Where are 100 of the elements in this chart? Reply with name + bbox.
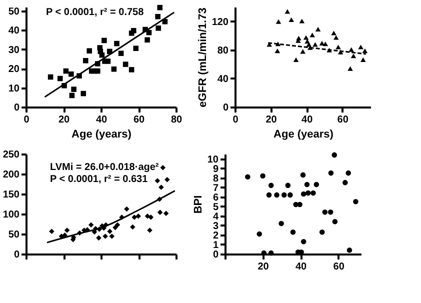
annotation: P < 0.0001, r² = 0.631 <box>50 174 148 185</box>
point <box>305 190 311 196</box>
point <box>288 17 294 22</box>
point <box>148 214 154 220</box>
point <box>114 40 120 46</box>
point <box>328 209 334 215</box>
point <box>164 176 170 182</box>
point <box>336 44 341 50</box>
point <box>333 35 339 40</box>
point <box>353 198 358 204</box>
x-tick-label: 40 <box>295 262 308 272</box>
point <box>245 174 250 180</box>
x-tick-label: 0 <box>24 114 30 126</box>
y-tick-label: 10 <box>207 154 219 166</box>
point <box>328 170 334 176</box>
point <box>297 202 302 208</box>
point <box>304 182 310 188</box>
point <box>284 9 290 14</box>
point <box>132 214 138 220</box>
point <box>136 213 141 219</box>
y-tick-label: 40 <box>8 26 20 37</box>
point <box>157 210 163 215</box>
point <box>155 14 160 20</box>
point <box>102 38 107 44</box>
y-tick-label: 5 <box>212 202 219 213</box>
point <box>274 192 280 198</box>
y-tick-label: 50 <box>8 230 20 240</box>
point <box>346 248 352 253</box>
y-tick-label: 0 <box>14 102 20 114</box>
point <box>128 67 134 72</box>
point <box>346 170 351 176</box>
line-series <box>46 190 176 244</box>
point <box>80 90 86 96</box>
y-tick-label: 8 <box>212 173 219 184</box>
x-tick-label: 20 <box>58 114 70 126</box>
point <box>290 229 296 235</box>
y-tick-label: 2 <box>212 230 219 242</box>
point <box>296 36 302 40</box>
y-tick-label: 50 <box>8 6 20 18</box>
point <box>276 19 282 24</box>
point <box>350 54 356 58</box>
point <box>293 57 299 62</box>
x-tick-label: 20 <box>266 114 278 126</box>
x-tick-label: 60 <box>133 114 145 126</box>
point <box>144 37 150 43</box>
point <box>268 182 274 188</box>
point <box>299 18 305 24</box>
point <box>332 152 338 158</box>
point <box>147 228 152 233</box>
y-tick-label: 4 <box>212 211 219 222</box>
y-tick-label: 0 <box>212 250 219 260</box>
x-tick-label: 60 <box>337 114 349 126</box>
point <box>163 210 169 216</box>
y-tick-label: 120 <box>212 16 229 28</box>
point <box>303 35 309 40</box>
point <box>300 49 306 54</box>
point <box>312 42 318 47</box>
point <box>285 182 291 188</box>
point <box>281 192 287 198</box>
point <box>274 48 280 54</box>
x-tick-label: 20 <box>258 262 270 272</box>
x-tick-label: 80 <box>170 114 182 126</box>
point <box>331 30 336 36</box>
y-tick-label: 9 <box>212 164 219 175</box>
point <box>288 192 293 198</box>
point <box>71 86 76 92</box>
point <box>111 66 117 72</box>
y-tick-label: 80 <box>217 45 229 56</box>
point <box>315 26 321 32</box>
point <box>278 220 284 226</box>
y-tick-label: 100 <box>2 210 20 220</box>
y-tick-label: 7 <box>212 182 219 194</box>
point <box>118 50 124 56</box>
y-axis-title: eGFR (mL/min/1.73 <box>196 8 209 108</box>
x-axis-title: Age (years) <box>72 128 132 140</box>
point <box>109 234 115 239</box>
y-tick-label: 200 <box>2 170 20 180</box>
x-axis-title: Age (years) <box>274 128 334 140</box>
point <box>322 209 328 215</box>
y-tick-label: 30 <box>8 44 20 56</box>
point <box>300 238 306 244</box>
point <box>144 213 150 219</box>
point <box>319 229 325 235</box>
point <box>358 44 364 50</box>
point <box>322 42 328 46</box>
point <box>348 66 353 71</box>
y-tick-label: 20 <box>8 64 20 76</box>
point <box>94 68 100 74</box>
y-tick-label: 1 <box>212 240 219 251</box>
y-tick-label: 150 <box>2 190 20 200</box>
point <box>88 222 94 228</box>
y-tick-label: 40 <box>217 74 229 85</box>
point <box>107 228 112 234</box>
point <box>157 4 163 10</box>
point <box>266 192 272 198</box>
point <box>310 190 316 196</box>
point <box>86 48 92 54</box>
x-tick-label: 0 <box>232 114 239 126</box>
point <box>156 26 162 31</box>
point <box>342 180 348 186</box>
